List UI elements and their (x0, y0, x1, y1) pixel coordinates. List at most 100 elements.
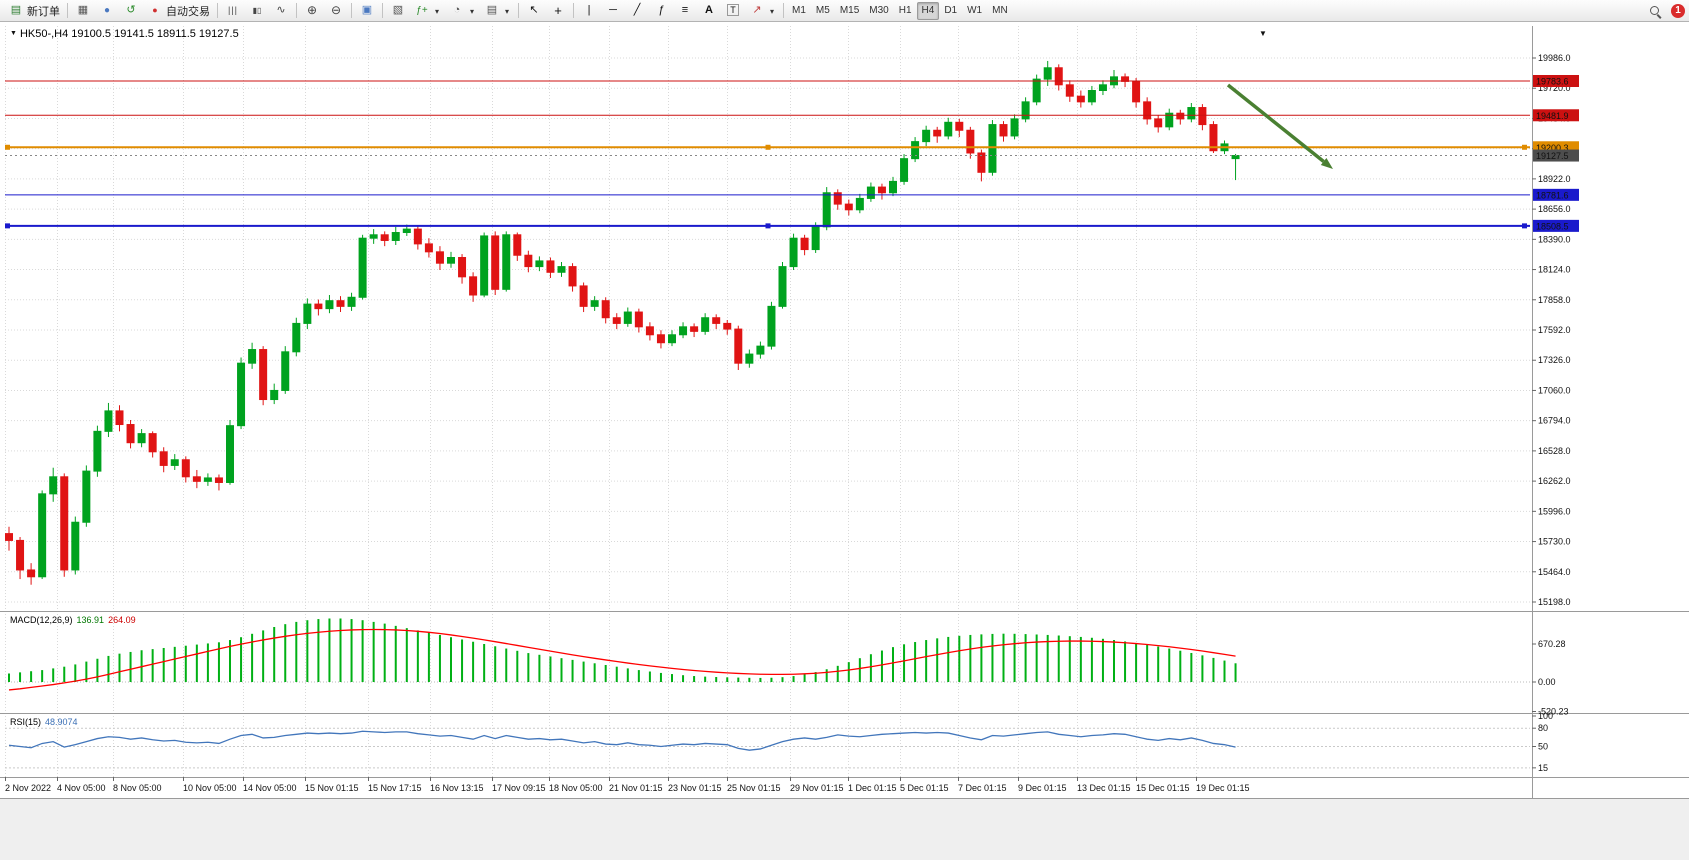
toolbar-separator (518, 3, 519, 18)
svg-text:18922.0: 18922.0 (1538, 174, 1571, 184)
svg-text:16528.0: 16528.0 (1538, 446, 1571, 456)
arrow-shape-icon (749, 3, 765, 19)
macd-main-value: 136.91 (76, 615, 105, 625)
line-chart-icon (273, 3, 289, 19)
tile-windows-button[interactable] (355, 2, 379, 20)
line-chart-mode-button[interactable] (269, 2, 293, 20)
trendline-icon (629, 3, 645, 19)
chevron-down-icon (503, 5, 511, 17)
zoom-in-button[interactable] (300, 2, 324, 20)
horizontal-line-tool-button[interactable] (601, 2, 625, 20)
chart-title: HK50-,H4 19100.5 19141.5 18911.5 19127.5 (10, 28, 239, 40)
refresh-icon (123, 3, 139, 19)
svg-text:18124.0: 18124.0 (1538, 265, 1571, 275)
svg-text:15: 15 (1538, 763, 1548, 773)
notification-badge[interactable]: 1 (1671, 3, 1685, 18)
templates-button[interactable] (480, 2, 515, 20)
svg-text:18 Nov 05:00: 18 Nov 05:00 (549, 783, 603, 793)
toolbar-separator (67, 3, 68, 18)
timeframe-d1-button[interactable]: D1 (939, 2, 962, 20)
timeframe-m15-button[interactable]: M15 (835, 2, 864, 20)
rsi-indicator-label: RSI(15) 48.9074 (10, 717, 78, 727)
svg-text:16794.0: 16794.0 (1538, 416, 1571, 426)
timeframe-m5-button[interactable]: M5 (811, 2, 835, 20)
timeframe-h1-button[interactable]: H1 (894, 2, 917, 20)
vertical-line-tool-button[interactable] (577, 2, 601, 20)
vertical-line-icon (581, 3, 597, 19)
bar-chart-mode-button[interactable] (221, 2, 245, 20)
charts-button[interactable] (71, 2, 95, 20)
chart-menu-icon[interactable] (10, 28, 17, 40)
crosshair-tool-button[interactable] (546, 2, 570, 20)
text-label-tool-button[interactable] (721, 2, 745, 20)
periods-button[interactable] (445, 2, 480, 20)
svg-text:19200.3: 19200.3 (1536, 143, 1569, 153)
new-order-label: 新订单 (27, 5, 60, 18)
chevron-down-icon (433, 5, 441, 17)
chart-shift-marker-icon[interactable] (1259, 23, 1267, 41)
svg-text:18390.0: 18390.0 (1538, 234, 1571, 244)
zoom-out-button[interactable] (324, 2, 348, 20)
toolbar-separator (573, 3, 574, 18)
new-order-button[interactable]: 新订单 (4, 2, 64, 20)
text-tool-icon (701, 3, 717, 19)
channel-icon (677, 3, 693, 19)
timeframe-w1-button[interactable]: W1 (962, 2, 987, 20)
crosshair-icon (550, 3, 566, 19)
indicators-button[interactable] (410, 2, 445, 20)
svg-text:17326.0: 17326.0 (1538, 355, 1571, 365)
toolbar-separator (217, 3, 218, 18)
fibonacci-tool-button[interactable] (649, 2, 673, 20)
macd-signal-value: 264.09 (108, 615, 136, 625)
cursor-tool-button[interactable] (522, 2, 546, 20)
profile-button[interactable] (95, 2, 119, 20)
macd-name: MACD(12,26,9) (10, 615, 73, 625)
svg-text:25 Nov 01:15: 25 Nov 01:15 (727, 783, 781, 793)
cursor-icon (526, 3, 542, 19)
macd-indicator-label: MACD(12,26,9) 136.91 264.09 (10, 615, 136, 625)
svg-text:15 Nov 01:15: 15 Nov 01:15 (305, 783, 359, 793)
svg-text:10 Nov 05:00: 10 Nov 05:00 (183, 783, 237, 793)
svg-text:19127.5: 19127.5 (1536, 151, 1569, 161)
channel-tool-button[interactable] (673, 2, 697, 20)
svg-text:15996.0: 15996.0 (1538, 506, 1571, 516)
timeframe-m1-button[interactable]: M1 (787, 2, 811, 20)
svg-text:2 Nov 2022: 2 Nov 2022 (5, 783, 51, 793)
arrows-tool-button[interactable] (745, 2, 780, 20)
svg-text:15 Dec 01:15: 15 Dec 01:15 (1136, 783, 1190, 793)
svg-text:19986.0: 19986.0 (1538, 53, 1571, 63)
svg-text:17 Nov 09:15: 17 Nov 09:15 (492, 783, 546, 793)
candlestick-mode-button[interactable] (245, 2, 269, 20)
trendline-tool-button[interactable] (625, 2, 649, 20)
chart-title-text: HK50-,H4 19100.5 19141.5 18911.5 19127.5 (19, 28, 239, 40)
refresh-button[interactable] (119, 2, 143, 20)
clock-icon (449, 3, 465, 19)
fibonacci-icon (653, 3, 669, 19)
chevron-down-icon (468, 5, 476, 17)
search-button[interactable] (1644, 2, 1666, 20)
svg-text:50: 50 (1538, 742, 1548, 752)
svg-text:670.28: 670.28 (1538, 639, 1566, 649)
auto-arrange-button[interactable] (386, 2, 410, 20)
svg-text:19720.0: 19720.0 (1538, 83, 1571, 93)
toolbar-separator (783, 3, 784, 18)
new-order-icon (8, 3, 24, 19)
svg-text:17060.0: 17060.0 (1538, 385, 1571, 395)
auto-trading-icon (147, 3, 163, 19)
zoom-out-icon (328, 3, 344, 19)
svg-text:7 Dec 01:15: 7 Dec 01:15 (958, 783, 1007, 793)
svg-text:13 Dec 01:15: 13 Dec 01:15 (1077, 783, 1131, 793)
svg-text:16262.0: 16262.0 (1538, 476, 1571, 486)
svg-text:17592.0: 17592.0 (1538, 325, 1571, 335)
rsi-value: 48.9074 (45, 717, 78, 727)
timeframe-m30-button[interactable]: M30 (864, 2, 893, 20)
auto-trading-button[interactable]: 自动交易 (143, 2, 214, 20)
svg-text:4 Nov 05:00: 4 Nov 05:00 (57, 783, 106, 793)
text-tool-button[interactable] (697, 2, 721, 20)
timeframe-mn-button[interactable]: MN (987, 2, 1013, 20)
chart-canvas[interactable]: 19986.019720.019454.019188.018922.018656… (0, 22, 1689, 860)
svg-text:0.00: 0.00 (1538, 677, 1556, 687)
svg-text:1 Dec 01:15: 1 Dec 01:15 (848, 783, 897, 793)
profile-icon (99, 3, 115, 19)
timeframe-h4-button[interactable]: H4 (916, 1, 940, 20)
